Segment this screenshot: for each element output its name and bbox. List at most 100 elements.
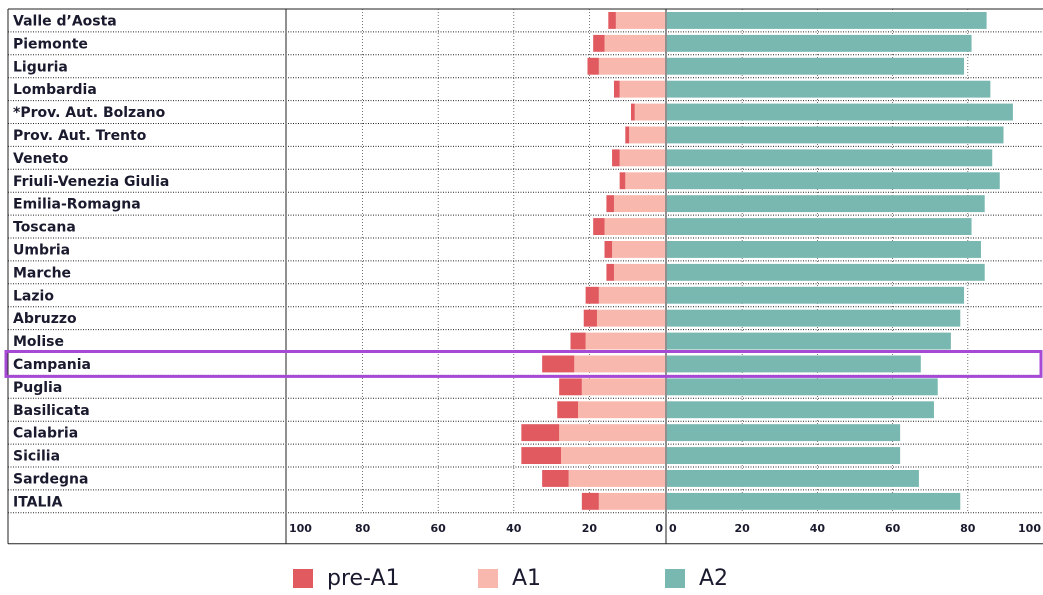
bar-a1	[614, 264, 665, 281]
bar-a2	[667, 424, 900, 441]
legend-swatch	[665, 569, 685, 588]
bar-a2	[667, 447, 900, 464]
bar-pre-a1	[542, 470, 568, 487]
right-tick-label: 60	[885, 522, 901, 535]
region-label: Umbria	[13, 242, 70, 258]
left-tick-label: 0	[655, 522, 663, 535]
bar-pre-a1	[625, 127, 629, 144]
bar-a2	[667, 149, 992, 166]
bar-a2	[667, 333, 951, 350]
bar-a1	[599, 493, 665, 510]
region-label: Lazio	[13, 288, 54, 304]
legend-item: A2	[665, 566, 728, 591]
bar-a1	[620, 81, 665, 98]
region-label: Toscana	[13, 220, 76, 236]
bar-pre-a1	[542, 356, 574, 373]
bar-pre-a1	[593, 218, 604, 235]
bar-pre-a1	[582, 493, 599, 510]
bar-a1	[597, 310, 665, 327]
bar-a2	[667, 58, 964, 75]
bar-a2	[667, 493, 960, 510]
region-label: Molise	[13, 334, 64, 350]
region-label: Calabria	[13, 426, 78, 442]
bar-a1	[582, 378, 665, 395]
bar-a1	[599, 287, 665, 304]
bar-a1	[616, 12, 665, 29]
bar-pre-a1	[631, 104, 635, 121]
bar-a2	[667, 12, 987, 29]
bar-a1	[569, 470, 665, 487]
bar-a1	[561, 447, 665, 464]
right-tick-label: 100	[1018, 522, 1041, 535]
bar-pre-a1	[606, 195, 614, 212]
bar-pre-a1	[557, 401, 578, 418]
bar-a1	[620, 149, 665, 166]
bar-a2	[667, 287, 964, 304]
left-tick-label: 20	[582, 522, 598, 535]
bar-a2	[667, 264, 985, 281]
left-tick-label: 60	[431, 522, 447, 535]
legend-label: A2	[699, 566, 728, 591]
bar-a2	[667, 356, 921, 373]
bar-a1	[605, 35, 665, 52]
chart: Valle d’Aosta Piemonte Liguria Lombardia *Pr…	[0, 0, 1043, 560]
bar-a1	[629, 127, 665, 144]
region-label: Sardegna	[13, 471, 88, 487]
region-label: Sicilia	[13, 449, 60, 465]
bar-a1	[559, 424, 665, 441]
left-tick-label: 40	[506, 522, 522, 535]
legend-swatch	[293, 569, 313, 588]
region-label: Marche	[13, 265, 71, 281]
legend: pre-A1 A1 A2	[0, 566, 1043, 595]
bar-a1	[578, 401, 665, 418]
bar-a2	[667, 35, 972, 52]
region-label: Veneto	[13, 151, 69, 167]
bar-pre-a1	[571, 333, 586, 350]
bar-pre-a1	[584, 310, 597, 327]
left-tick-label: 100	[289, 522, 312, 535]
bar-a2	[667, 172, 1000, 189]
bar-a2	[667, 81, 990, 98]
region-label: Basilicata	[13, 403, 90, 419]
legend-label: pre-A1	[327, 566, 400, 591]
right-tick-label: 80	[960, 522, 976, 535]
legend-item: A1	[478, 566, 541, 591]
bar-pre-a1	[586, 287, 599, 304]
region-label: Prov. Aut. Trento	[13, 128, 147, 144]
region-label: Abruzzo	[13, 311, 77, 327]
region-label: Emilia-Romagna	[13, 197, 141, 213]
bar-pre-a1	[559, 378, 582, 395]
legend-label: A1	[512, 566, 541, 591]
region-label: Puglia	[13, 380, 62, 396]
bar-a1	[605, 218, 665, 235]
left-tick-label: 80	[355, 522, 371, 535]
right-tick-label: 0	[669, 522, 677, 535]
bar-a2	[667, 241, 981, 258]
bar-a1	[586, 333, 665, 350]
bar-pre-a1	[588, 58, 599, 75]
bar-pre-a1	[521, 447, 561, 464]
region-label: Campania	[13, 357, 91, 373]
bar-pre-a1	[614, 81, 620, 98]
region-label: Friuli-Venezia Giulia	[13, 174, 169, 190]
bar-pre-a1	[606, 264, 614, 281]
bar-a1	[614, 195, 665, 212]
bar-a2	[667, 104, 1013, 121]
right-tick-label: 40	[810, 522, 826, 535]
bar-a2	[667, 195, 985, 212]
bar-a1	[599, 58, 665, 75]
legend-item: pre-A1	[293, 566, 400, 591]
bar-a2	[667, 218, 972, 235]
bar-pre-a1	[605, 241, 613, 258]
right-tick-label: 20	[735, 522, 751, 535]
bar-a2	[667, 470, 919, 487]
bar-pre-a1	[612, 149, 620, 166]
region-label: ITALIA	[13, 494, 63, 510]
bar-pre-a1	[593, 35, 604, 52]
bar-a1	[612, 241, 665, 258]
region-label: Lombardia	[13, 82, 97, 98]
region-label: *Prov. Aut. Bolzano	[13, 105, 166, 121]
bar-a1	[635, 104, 665, 121]
bar-pre-a1	[608, 12, 616, 29]
bar-a1	[625, 172, 665, 189]
